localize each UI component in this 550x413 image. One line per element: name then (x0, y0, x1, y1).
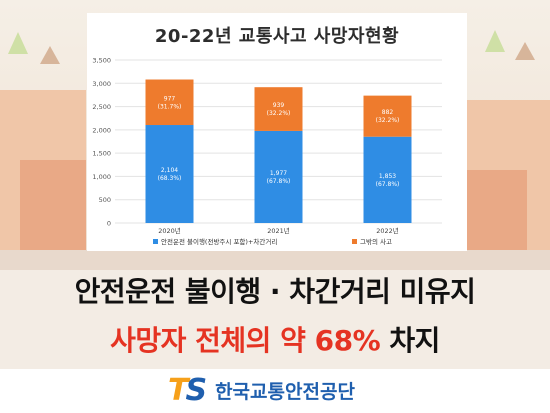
percent-label: (67.8%) (267, 178, 291, 185)
legend-label: 그밖의 사고 (360, 237, 392, 246)
percent-label: (32.2%) (267, 110, 291, 117)
bar-segment (254, 87, 303, 131)
bar-segment (363, 95, 412, 137)
chart-title: 20-22년 교통사고 사망자현황 (154, 26, 400, 47)
organization-logo: T S 한국교통안전공단 (168, 372, 355, 408)
bar-segment (254, 130, 303, 223)
x-tick-label: 2020년 (158, 226, 181, 235)
building-decoration (20, 160, 86, 250)
footer-bar (0, 369, 550, 413)
organization-name: 한국교통안전공단 (215, 380, 355, 403)
bar-segment (145, 79, 194, 126)
headline-line1: 안전운전 불이행 · 차간거리 미유지 (74, 275, 476, 308)
road-decoration (0, 250, 550, 270)
percent-label: (68.3%) (158, 175, 182, 182)
logo-letter-t: T (168, 372, 189, 408)
data-label: 882 (382, 109, 394, 116)
data-label: 1,853 (379, 173, 396, 180)
y-tick-label: 500 (99, 196, 111, 204)
y-tick-label: 3,500 (92, 57, 111, 65)
building-decoration (467, 170, 527, 250)
headline-line2: 사망자 전체의 약 68% 차지 (0, 319, 550, 359)
tree-decoration (8, 32, 28, 54)
y-tick-label: 0 (107, 220, 111, 228)
data-label: 977 (164, 95, 176, 102)
tree-decoration (485, 30, 505, 52)
legend-label: 안전운전 불이행(전방주시 포함)+차간거리 (161, 237, 277, 246)
legend-swatch (352, 239, 357, 244)
y-tick-label: 1,000 (92, 173, 111, 181)
headline-suffix: 차지 (389, 324, 440, 357)
tree-decoration (40, 46, 60, 64)
headline-highlight: 사망자 전체의 약 68% (110, 324, 381, 357)
x-tick-label: 2021년 (267, 226, 290, 235)
data-label: 2,104 (161, 167, 178, 174)
percent-label: (32.2%) (376, 117, 400, 124)
y-tick-label: 1,500 (92, 150, 111, 158)
y-tick-label: 3,000 (92, 80, 111, 88)
stacked-bar-chart: 05001,0001,5002,0002,5003,0003,5002,104(… (92, 57, 442, 246)
y-tick-label: 2,500 (92, 103, 111, 111)
percent-label: (67.8%) (376, 181, 400, 188)
data-label: 1,977 (270, 170, 287, 177)
tree-decoration (515, 42, 535, 60)
logo-letter-s: S (185, 372, 208, 408)
y-tick-label: 2,000 (92, 126, 111, 134)
legend-swatch (153, 239, 158, 244)
percent-label: (31.7%) (158, 103, 182, 110)
data-label: 939 (273, 102, 285, 109)
bar-segment (145, 125, 194, 223)
x-tick-label: 2022년 (376, 226, 399, 235)
bar-segment (363, 136, 412, 223)
